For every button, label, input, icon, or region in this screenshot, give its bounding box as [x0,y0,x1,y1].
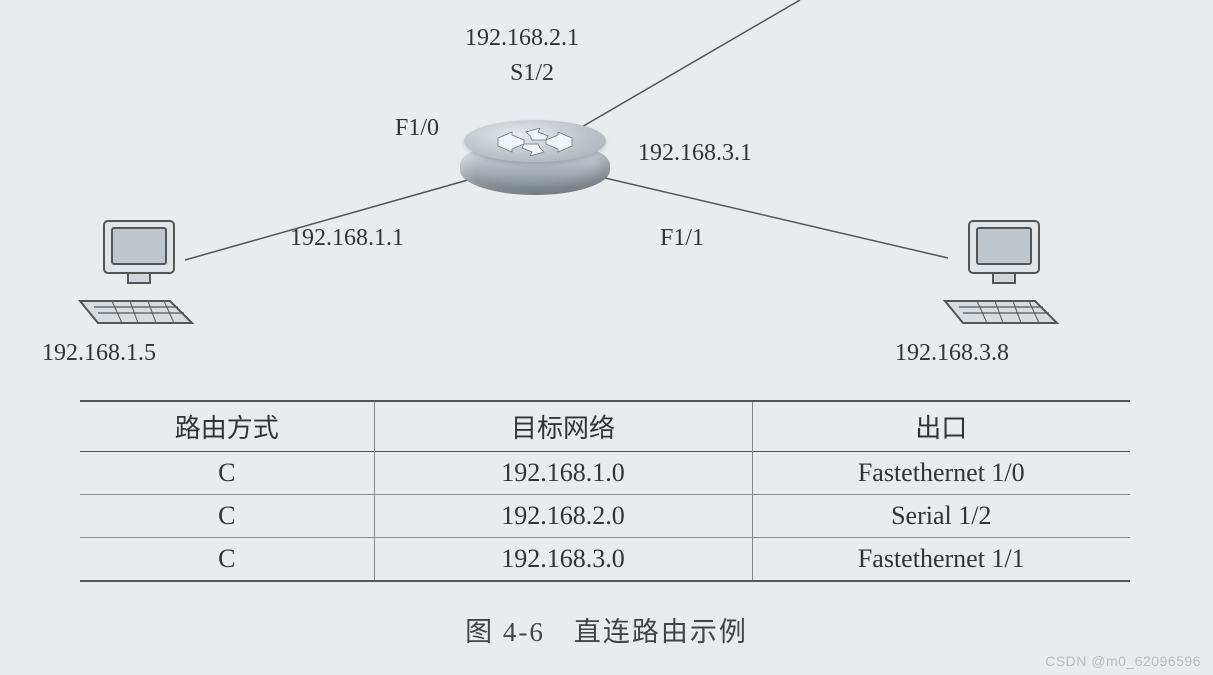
cell: Fastethernet 1/1 [752,538,1130,582]
table-row: C 192.168.2.0 Serial 1/2 [80,495,1130,538]
cell: 192.168.2.0 [374,495,752,538]
label-pc-left-ip: 192.168.1.5 [42,340,156,367]
figure-caption: 图 4-6 直连路由示例 [0,610,1213,649]
col-exit: 出口 [752,401,1130,452]
table-header-row: 路由方式 目标网络 出口 [80,401,1130,452]
label-top-port: S1/2 [510,60,554,87]
label-left-port: F1/0 [395,115,439,142]
cell: 192.168.1.0 [374,452,752,495]
cell: C [80,452,374,495]
cell: C [80,538,374,582]
table-row: C 192.168.1.0 Fastethernet 1/0 [80,452,1130,495]
cell: Fastethernet 1/0 [752,452,1130,495]
cell: Serial 1/2 [752,495,1130,538]
col-route-type: 路由方式 [80,401,374,452]
routing-table: 路由方式 目标网络 出口 C 192.168.1.0 Fastethernet … [80,400,1130,582]
router-icon [460,120,610,210]
watermark: CSDN @m0_62096596 [1045,653,1201,669]
label-left-ip: 192.168.1.1 [290,225,404,252]
label-top-ip: 192.168.2.1 [465,25,579,52]
edge-top [580,0,800,128]
label-right-port: F1/1 [660,225,704,252]
col-dest-net: 目标网络 [374,401,752,452]
label-right-ip: 192.168.3.1 [638,140,752,167]
cell: C [80,495,374,538]
label-pc-right-ip: 192.168.3.8 [895,340,1009,367]
pc-right-icon [935,215,1065,335]
cell: 192.168.3.0 [374,538,752,582]
edge-right [605,178,948,258]
table-row: C 192.168.3.0 Fastethernet 1/1 [80,538,1130,582]
pc-left-icon [70,215,200,335]
network-diagram: 192.168.2.1 S1/2 F1/0 192.168.1.1 192.16… [0,0,1213,380]
